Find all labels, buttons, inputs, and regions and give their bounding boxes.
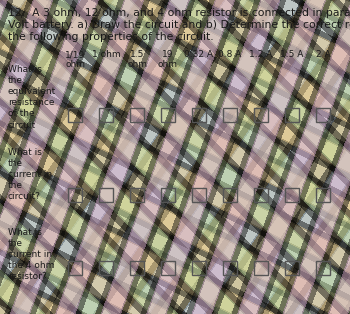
Text: 12.  A 3 ohm, 12 ohm, and 4 ohm resistor is connected in parallel to a 6: 12. A 3 ohm, 12 ohm, and 4 ohm resistor …	[8, 8, 350, 18]
Text: Volt battery. a) Draw the circuit and b) Determine the correct responses to: Volt battery. a) Draw the circuit and b)…	[8, 20, 350, 30]
Text: 1.5 A: 1.5 A	[280, 50, 304, 59]
Text: 1.2 A: 1.2 A	[249, 50, 273, 59]
Text: 19
ohm: 19 ohm	[158, 50, 178, 69]
Text: What is
the
current in
the 4 ohm
resistor?: What is the current in the 4 ohm resisto…	[8, 228, 54, 281]
Text: What is
the
equivalent
resistance
of the
circuit: What is the equivalent resistance of the…	[8, 65, 56, 129]
Text: 2 A: 2 A	[316, 50, 330, 59]
Text: 1.5
ohm: 1.5 ohm	[127, 50, 147, 69]
Text: What is
the
current in
the
circuit?: What is the current in the circuit?	[8, 148, 52, 201]
Text: 1 ohm: 1 ohm	[92, 50, 120, 59]
Text: 0.8 A: 0.8 A	[218, 50, 242, 59]
Text: 0.32 A: 0.32 A	[184, 50, 214, 59]
Text: the following properties of the circuit.: the following properties of the circuit.	[8, 32, 214, 42]
Text: 1/19
ohm: 1/19 ohm	[65, 50, 85, 69]
